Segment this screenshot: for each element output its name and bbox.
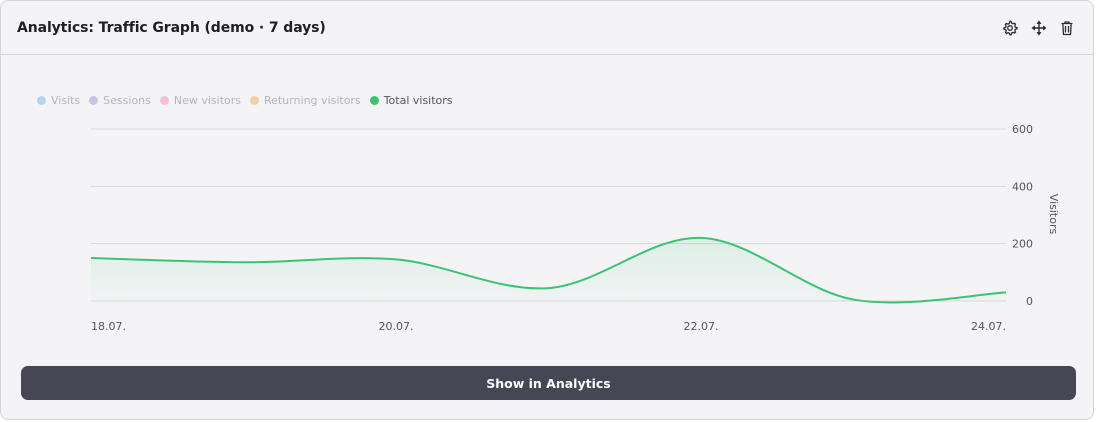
widget-title: Analytics: Traffic Graph (demo · 7 days) bbox=[17, 20, 326, 36]
legend-dot bbox=[37, 95, 46, 105]
y-tick-label: 600 bbox=[1012, 123, 1033, 136]
legend-dot bbox=[89, 95, 99, 105]
x-tick-label: 24.07. bbox=[971, 320, 1006, 333]
legend-item-sessions[interactable]: Sessions bbox=[89, 94, 151, 107]
legend-label: New visitors bbox=[173, 93, 242, 107]
y-tick-label: 0 bbox=[1026, 295, 1033, 308]
legend-item-new-visitors[interactable]: New visitors bbox=[159, 93, 242, 107]
y-axis-label: Visitors bbox=[1047, 194, 1060, 235]
legend-item-returning-visitors[interactable]: Returning visitors bbox=[250, 94, 361, 107]
gear-icon[interactable] bbox=[1001, 19, 1019, 37]
series-line-total-visitors bbox=[90, 236, 1007, 304]
show-in-analytics-button[interactable]: Show in Analytics bbox=[21, 366, 1076, 400]
x-tick-label: 22.07. bbox=[684, 320, 719, 333]
y-tick-label: 200 bbox=[1012, 238, 1033, 251]
series-area-total-visitors bbox=[91, 237, 1006, 303]
x-tick-label: 20.07. bbox=[379, 320, 414, 333]
legend-label: Sessions bbox=[103, 93, 151, 107]
legend-item-total-visitors[interactable]: Total visitors bbox=[369, 93, 453, 107]
traffic-chart: 0 200 400 600 Visitors 18.07. 20.07. 22.07. 24.0… bbox=[90, 123, 1060, 333]
legend-label: Returning visitors bbox=[264, 93, 361, 107]
legend-dot bbox=[369, 95, 379, 105]
widget-header: Analytics: Traffic Graph (demo · 7 days) bbox=[1, 1, 1093, 55]
trash-icon[interactable] bbox=[1058, 19, 1076, 37]
chart-legend: Visits Sessions New visitors Returning v… bbox=[37, 93, 462, 107]
legend-dot bbox=[250, 95, 260, 105]
y-tick-label: 400 bbox=[1012, 180, 1033, 193]
legend-dot bbox=[159, 95, 169, 105]
legend-label: Total visitors bbox=[383, 93, 453, 107]
legend-item-visits[interactable]: Visits bbox=[37, 94, 80, 107]
move-icon[interactable] bbox=[1030, 19, 1048, 37]
legend-label: Visits bbox=[51, 93, 81, 107]
x-tick-label: 18.07. bbox=[91, 320, 126, 333]
